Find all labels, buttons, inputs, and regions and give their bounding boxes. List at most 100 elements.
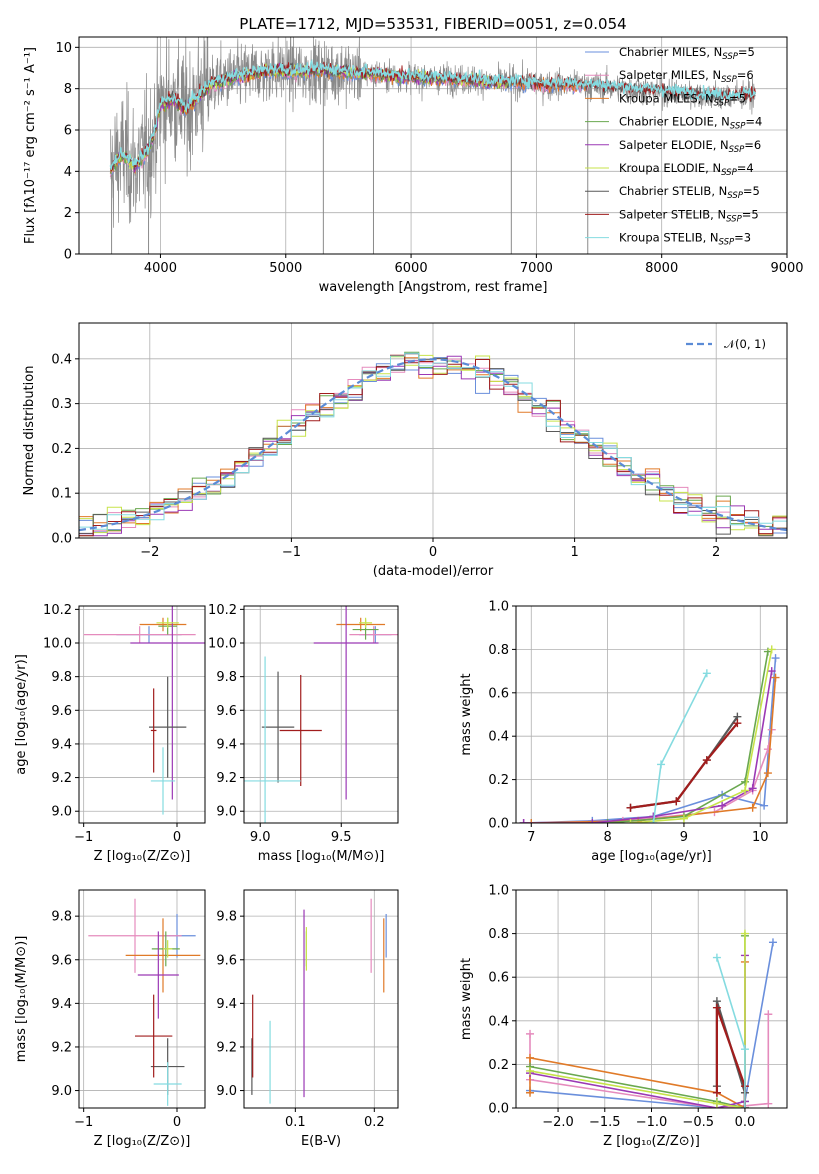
z-mass-ytick-label: 9.8 — [51, 910, 72, 925]
z-mass-ytick-label: 9.0 — [51, 1084, 72, 1099]
z-weight-ytick-label: 0.4 — [488, 1014, 509, 1029]
residuals-xtick-label: 2 — [712, 545, 720, 560]
age-weight-plot-area — [519, 645, 780, 823]
age-weight-marker — [767, 645, 776, 654]
age-weight-marker — [741, 786, 750, 795]
z-age-xlabel: Z [log₁₀(Z/Z⊙)] — [94, 849, 191, 864]
residuals-xtick-label: 1 — [570, 545, 578, 560]
z-weight-panel: −2.0 −1.5 −1.0 −0.5 0.0 0.0 0.2 0.4 0.6 0.8 1.0 Z [… — [459, 884, 788, 1149]
legend-label: Salpeter MILES, NSSP=6 — [619, 68, 754, 85]
z-weight-marker — [526, 1053, 535, 1062]
age-weight-series-salpeter-elodie — [523, 670, 773, 823]
z-mass-plot-area — [88, 898, 201, 1106]
age-weight-marker — [733, 719, 742, 728]
z-age-xtick-label: 0 — [173, 830, 181, 845]
spectrum-xtick-label: 6000 — [395, 261, 428, 276]
z-weight-marker — [526, 1088, 535, 1097]
z-age-ytick-label: 9.0 — [51, 805, 72, 820]
z-weight-marker — [526, 1029, 535, 1038]
z-mass-frame — [78, 889, 206, 1109]
z-weight-ytick-label: 0.2 — [488, 1058, 509, 1073]
z-weight-ytick-label: 1.0 — [488, 884, 509, 899]
z-weight-xtick-label: −1.5 — [589, 1115, 621, 1130]
z-weight-series-chabrier-elodie — [529, 935, 746, 1108]
age-weight-marker — [588, 819, 597, 823]
z-weight-axes: −2.0 −1.5 −1.0 −0.5 0.0 0.0 0.2 0.4 0.6 0.8 1.0 Z [… — [459, 884, 788, 1149]
z-weight-ytick-label: 0.0 — [488, 1102, 509, 1117]
mass-age-xtick-label: 9.0 — [250, 830, 271, 845]
normal-curve — [79, 358, 787, 532]
spectrum-xtick-label: 9000 — [770, 261, 803, 276]
spectrum-xtick-label: 4000 — [144, 261, 177, 276]
z-weight-marker — [740, 1104, 749, 1108]
mass-age-ytick-label: 10.2 — [208, 603, 237, 618]
age-weight-xtick-label: 10 — [752, 830, 769, 845]
ebv-mass-frame — [243, 889, 399, 1109]
legend-label-text: Chabrier ELODIE, N — [619, 115, 730, 129]
age-weight-marker — [626, 803, 635, 812]
age-weight-series-kroupa-stelib — [652, 672, 708, 823]
mass-age-plot-area — [244, 606, 398, 823]
age-weight-axes: 7 8 9 10 0.0 0.2 0.4 0.6 0.8 1.0 age [log₁₀(age/yr… — [459, 600, 788, 864]
legend-label-text: Kroupa ELODIE, N — [619, 161, 721, 175]
z-weight-marker — [740, 1045, 749, 1054]
legend-label-eq: =5 — [742, 207, 759, 221]
age-weight-marker — [718, 801, 727, 810]
ebv-mass-xlabel: E(B-V) — [301, 1134, 341, 1149]
z-weight-ytick-label: 0.8 — [488, 927, 509, 942]
age-weight-frame — [515, 605, 788, 824]
spectrum-ytick-label: 6 — [64, 124, 72, 139]
z-weight-xtick-label: −2.0 — [542, 1115, 574, 1130]
z-age-xtick-label: −1 — [74, 830, 93, 845]
age-weight-xlabel: age [log₁₀(age/yr)] — [591, 849, 712, 864]
age-weight-marker — [760, 801, 769, 810]
normal-legend-label: 𝒩(0, 1) — [724, 337, 766, 351]
age-weight-panel: 7 8 9 10 0.0 0.2 0.4 0.6 0.8 1.0 age [log₁₀(age/yr… — [459, 600, 788, 864]
legend-label-text: Salpeter MILES, N — [619, 68, 721, 82]
ebv-mass-ytick-label: 9.0 — [216, 1084, 237, 1099]
z-mass-ylabel: mass [log₁₀(M/M⊙)] — [14, 936, 29, 1063]
age-weight-marker — [649, 819, 658, 823]
z-weight-ylabel: mass weight — [459, 958, 474, 1040]
z-age-plot-area — [83, 606, 205, 815]
age-weight-series-chabrier-elodie — [607, 651, 769, 823]
z-weight-series-kroupa-elodie — [529, 933, 746, 1108]
z-weight-xlabel: Z [log₁₀(Z/Z⊙)] — [603, 1134, 700, 1149]
mass-age-xlabel: mass [log₁₀(M/M⊙)] — [258, 849, 385, 864]
z-age-axes: −1 0 9.0 9.2 9.4 9.6 9.8 10.0 10.2 Z [log₁₀(Z/Z⊙)… — [14, 603, 206, 864]
age-weight-ytick-label: 0.0 — [488, 817, 509, 832]
z-weight-marker — [712, 1099, 721, 1108]
mass-age-ytick-label: 9.8 — [216, 670, 237, 685]
legend-label-text: Kroupa STELIB, N — [619, 231, 719, 245]
legend-label: Kroupa STELIB, NSSP=3 — [619, 231, 751, 248]
ebv-mass-ytick-label: 9.2 — [216, 1040, 237, 1055]
z-age-ytick-label: 9.8 — [51, 670, 72, 685]
ebv-mass-ytick-label: 9.4 — [216, 997, 237, 1012]
legend-label-text: Salpeter STELIB, N — [619, 207, 726, 221]
z-mass-grid — [79, 890, 205, 1108]
hist-kroupa-stelib — [79, 352, 787, 537]
spectrum-xtick-label: 7000 — [520, 261, 553, 276]
age-weight-marker — [741, 777, 750, 786]
legend-label: Chabrier STELIB, NSSP=5 — [619, 184, 760, 201]
spectrum-xlabel: wavelength [Angstrom, rest frame] — [319, 280, 548, 295]
spectrum-plot-area — [109, 37, 757, 254]
legend-label-eq: =5 — [729, 91, 746, 105]
residuals-ytick-label: 0.0 — [51, 532, 72, 547]
z-mass-xtick-label: 0 — [173, 1115, 181, 1130]
legend-label-eq: =6 — [737, 68, 754, 82]
ebv-mass-plot-area — [251, 898, 387, 1104]
ebv-mass-xtick-label: 0.1 — [285, 1115, 306, 1130]
spectrum-xtick-label: 5000 — [269, 261, 302, 276]
legend-label: Kroupa MILES, NSSP=5 — [619, 91, 746, 108]
age-weight-marker — [748, 803, 757, 812]
age-weight-ytick-label: 1.0 — [488, 600, 509, 615]
residuals-xtick-label: 0 — [429, 545, 437, 560]
age-weight-xtick-label: 8 — [603, 830, 611, 845]
residuals-ytick-label: 0.4 — [51, 352, 72, 367]
age-weight-marker — [748, 784, 757, 793]
z-mass-xlabel: Z [log₁₀(Z/Z⊙)] — [94, 1134, 191, 1149]
residuals-ylabel: Normed distribution — [22, 366, 37, 496]
age-weight-series-kroupa-elodie — [630, 649, 773, 823]
